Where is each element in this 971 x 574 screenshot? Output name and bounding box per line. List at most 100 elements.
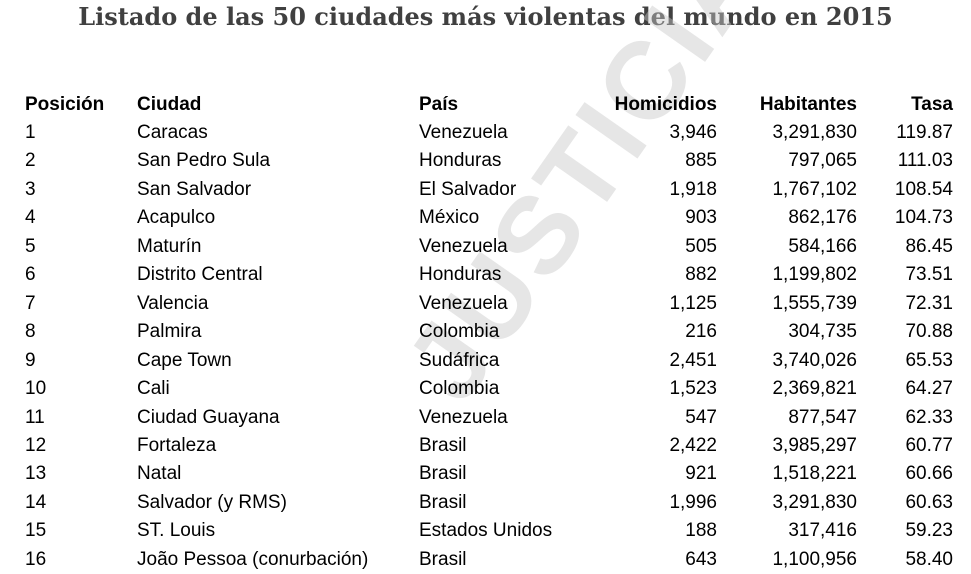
- header-city: Ciudad: [137, 94, 202, 115]
- cell-rate: 86.45: [905, 235, 953, 257]
- cell-country: Sudáfrica: [419, 349, 500, 371]
- cell-position: 13: [25, 463, 47, 485]
- header-position: Posición: [25, 94, 105, 115]
- cell-country: Honduras: [419, 150, 502, 172]
- cell-country: Honduras: [419, 264, 502, 286]
- cell-position: 8: [25, 321, 36, 343]
- cell-city: ST. Louis: [137, 520, 216, 542]
- page-title: Listado de las 50 ciudades más violentas…: [78, 2, 893, 31]
- cell-country: Colombia: [419, 378, 500, 400]
- cell-population: 1,100,956: [772, 548, 857, 570]
- cell-population: 3,740,026: [772, 349, 857, 371]
- cell-city: Distrito Central: [137, 264, 263, 286]
- table-header: Posición Ciudad País Homicidios Habitantes Ta…: [0, 91, 971, 119]
- table-row: 7 Valencia Venezuela 1,125 1,555,739 72.31: [0, 290, 971, 318]
- cell-population: 3,985,297: [772, 434, 857, 456]
- cell-population: 317,416: [788, 520, 857, 542]
- cell-country: Estados Unidos: [419, 520, 553, 542]
- cell-position: 15: [25, 520, 47, 542]
- cell-homicides: 643: [685, 548, 717, 570]
- cell-rate: 119.87: [896, 122, 953, 143]
- cell-position: 11: [25, 406, 45, 428]
- cell-position: 4: [25, 207, 36, 229]
- cell-rate: 65.53: [905, 349, 953, 371]
- cell-rate: 104.73: [894, 207, 953, 229]
- header-population: Habitantes: [759, 94, 857, 115]
- cell-city: San Pedro Sula: [137, 150, 271, 172]
- cell-city: San Salvador: [137, 178, 252, 200]
- cell-homicides: 547: [685, 406, 717, 428]
- table-row: 12 Fortaleza Brasil 2,422 3,985,297 60.77: [0, 432, 971, 460]
- cell-city: Salvador (y RMS): [137, 491, 287, 513]
- cell-country: Venezuela: [419, 122, 508, 143]
- table-row: 13 Natal Brasil 921 1,518,221 60.66: [0, 460, 971, 488]
- cell-population: 797,065: [788, 150, 857, 172]
- table-row: 10 Cali Colombia 1,523 2,369,821 64.27: [0, 375, 971, 403]
- cell-population: 1,199,802: [772, 264, 857, 286]
- cell-rate: 70.88: [905, 321, 953, 343]
- cell-position: 6: [25, 264, 36, 286]
- cell-rate: 60.63: [905, 491, 953, 513]
- cell-homicides: 903: [685, 207, 717, 229]
- cell-position: 16: [25, 548, 47, 570]
- cell-country: Venezuela: [419, 292, 508, 314]
- cell-homicides: 1,918: [669, 178, 717, 200]
- cell-population: 2,369,821: [772, 378, 857, 400]
- cell-position: 5: [25, 235, 36, 257]
- cell-homicides: 2,422: [669, 434, 717, 456]
- cell-city: Caracas: [137, 122, 208, 143]
- cell-rate: 60.77: [905, 434, 953, 456]
- cell-position: 1: [25, 122, 36, 143]
- cell-rate: 73.51: [905, 264, 953, 286]
- cell-population: 584,166: [788, 235, 857, 257]
- cell-homicides: 1,523: [669, 378, 717, 400]
- cell-city: Cali: [137, 378, 170, 400]
- cell-population: 304,735: [788, 321, 857, 343]
- table-row: 1 Caracas Venezuela 3,946 3,291,830 119.87: [0, 119, 971, 147]
- cell-city: João Pessoa (conurbación): [137, 548, 369, 570]
- cell-homicides: 1,125: [669, 292, 717, 314]
- cell-homicides: 505: [685, 235, 717, 257]
- cell-rate: 58.40: [905, 548, 953, 570]
- table-row: 11 Ciudad Guayana Venezuela 547 877,547 62.33: [0, 404, 971, 432]
- cell-rate: 60.66: [905, 463, 953, 485]
- cell-rate: 108.54: [894, 178, 953, 200]
- table-row: 5 Maturín Venezuela 505 584,166 86.45: [0, 233, 971, 261]
- cell-homicides: 2,451: [669, 349, 717, 371]
- cell-position: 12: [25, 434, 47, 456]
- cell-population: 1,767,102: [772, 178, 857, 200]
- table-row: 9 Cape Town Sudáfrica 2,451 3,740,026 65.53: [0, 347, 971, 375]
- cell-rate: 59.23: [905, 520, 953, 542]
- cell-country: Brasil: [419, 548, 467, 570]
- cell-city: Natal: [137, 463, 182, 485]
- cell-position: 7: [25, 292, 36, 314]
- cell-rate: 62.33: [905, 406, 953, 428]
- cell-homicides: 921: [685, 463, 717, 485]
- header-rate: Tasa: [911, 94, 953, 115]
- cell-city: Cape Town: [137, 349, 232, 371]
- table-row: 2 San Pedro Sula Honduras 885 797,065 111.03: [0, 147, 971, 175]
- cell-population: 3,291,830: [772, 122, 857, 143]
- cell-country: Colombia: [419, 321, 500, 343]
- cell-city: Valencia: [137, 292, 209, 314]
- table-row: 6 Distrito Central Honduras 882 1,199,802 73.…: [0, 261, 971, 289]
- table-row: 15 ST. Louis Estados Unidos 188 317,416 59.23: [0, 517, 971, 545]
- cell-homicides: 882: [685, 264, 717, 286]
- cell-country: El Salvador: [419, 178, 517, 200]
- cell-population: 862,176: [788, 207, 857, 229]
- table-row: 8 Palmira Colombia 216 304,735 70.88: [0, 318, 971, 346]
- cell-position: 14: [25, 491, 47, 513]
- cell-homicides: 216: [685, 321, 717, 343]
- cell-position: 2: [25, 150, 36, 172]
- cell-country: Brasil: [419, 434, 467, 456]
- cell-country: Venezuela: [419, 235, 508, 257]
- cell-position: 3: [25, 178, 36, 200]
- cell-homicides: 3,946: [669, 122, 717, 143]
- cell-rate: 111.03: [897, 150, 953, 172]
- cell-city: Fortaleza: [137, 434, 217, 456]
- cell-country: Venezuela: [419, 406, 508, 428]
- cell-position: 9: [25, 349, 36, 371]
- cell-city: Ciudad Guayana: [137, 406, 280, 428]
- header-homicides: Homicidios: [614, 94, 717, 115]
- cell-country: México: [419, 207, 480, 229]
